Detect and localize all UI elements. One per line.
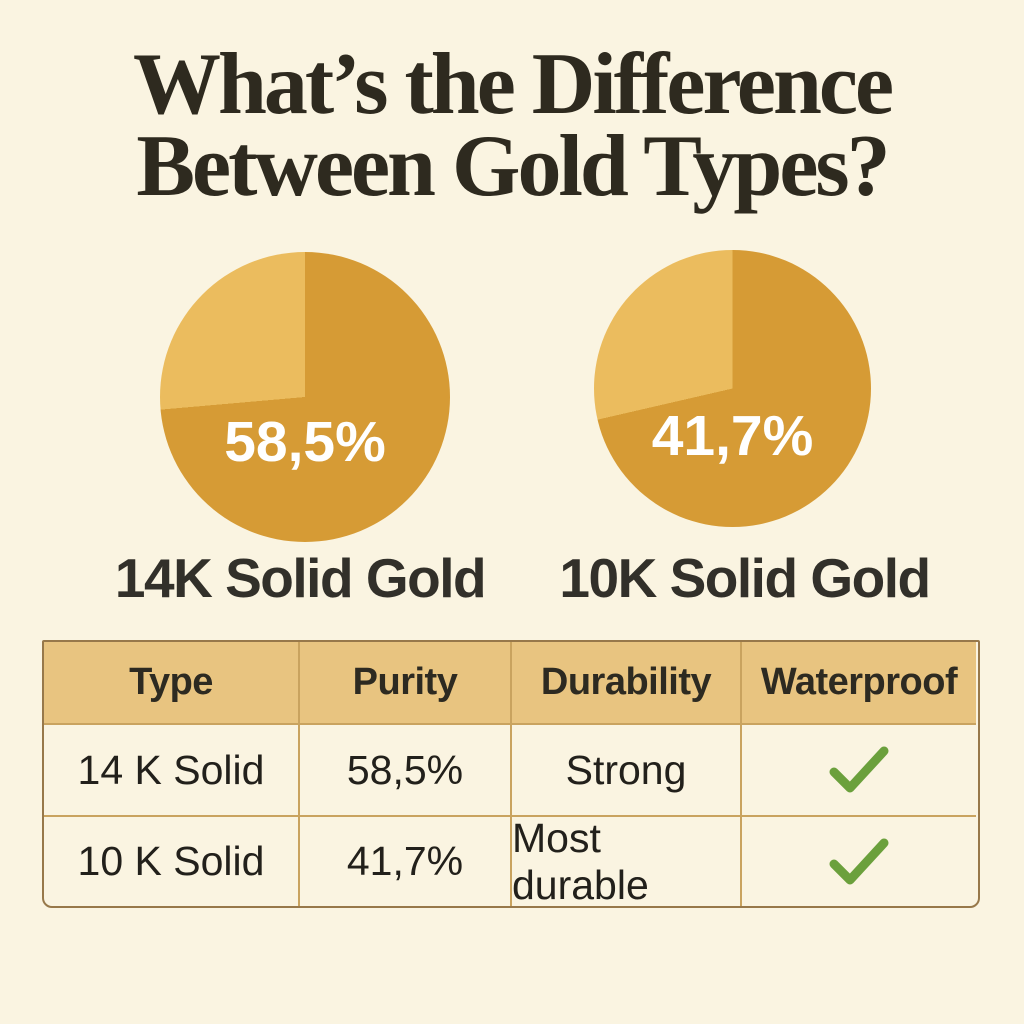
table-cell-type-10k: 10 K Solid (44, 817, 300, 906)
table-cell-waterproof-14k (742, 725, 976, 817)
pie-value-label-14k: 58,5% (224, 409, 386, 474)
table-cell-purity-10k: 41,7% (300, 817, 512, 906)
comparison-table: Type Purity Durability Waterproof 14 K S… (42, 640, 980, 908)
pie-chart-10k: 41,7% (594, 250, 871, 527)
page-title: What’s the Difference Between Gold Types… (0, 36, 1024, 215)
table-cell-type-14k: 14 K Solid (44, 725, 300, 817)
table-cell-waterproof-10k (742, 817, 976, 906)
table-header-purity: Purity (300, 642, 512, 725)
checkmark-icon (828, 745, 890, 795)
pie-chart-14k: 58,5% (160, 252, 450, 542)
checkmark-icon (828, 837, 890, 887)
table-header-type: Type (44, 642, 300, 725)
pie-caption-10k: 10K Solid Gold (559, 547, 931, 609)
table-cell-durability-14k: Strong (512, 725, 742, 817)
table-header-waterproof: Waterproof (742, 642, 976, 725)
pie-caption-14k: 14K Solid Gold (114, 547, 487, 609)
title-line-1: What’s the Difference (132, 36, 894, 133)
table-cell-durability-10k: Most durable (512, 815, 742, 906)
table-cell-purity-14k: 58,5% (300, 725, 512, 817)
pie-value-label-10k: 41,7% (651, 403, 814, 468)
table-header-durability: Durability (512, 642, 742, 725)
title-line-2: Between Gold Types? (136, 117, 890, 215)
